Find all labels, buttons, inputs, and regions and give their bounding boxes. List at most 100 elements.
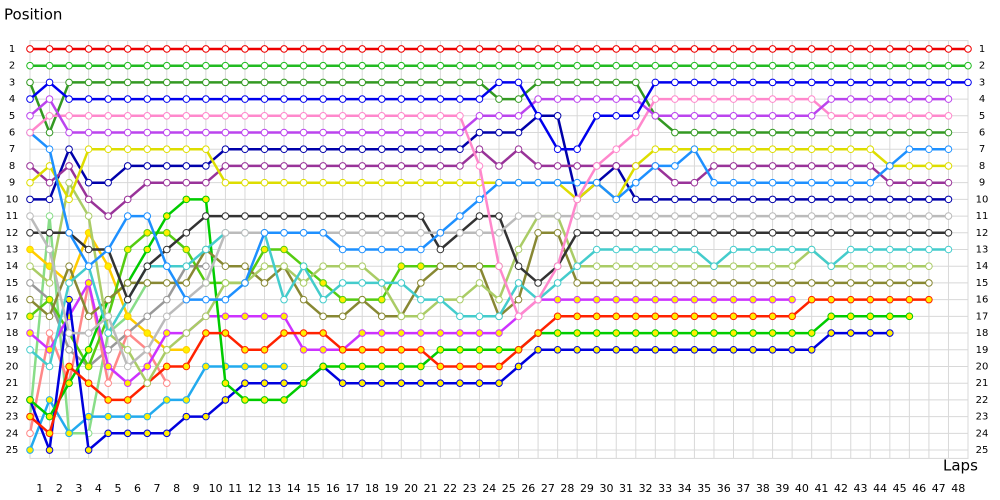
lap-marker	[846, 195, 855, 204]
lap-marker	[710, 295, 718, 304]
lap-marker	[592, 228, 601, 237]
x-tick-label: 9	[193, 482, 200, 495]
lap-marker	[768, 228, 777, 237]
lap-marker	[84, 245, 93, 254]
lap-marker	[417, 128, 425, 137]
lap-marker	[162, 279, 171, 287]
lap-marker	[104, 112, 112, 120]
x-tick-label: 47	[932, 482, 946, 495]
lap-marker	[397, 112, 406, 120]
y-tick-label: 22	[6, 395, 19, 406]
lap-marker	[143, 61, 152, 70]
lap-marker	[26, 245, 34, 254]
lap-marker	[631, 312, 640, 321]
y-tick-label: 7	[9, 144, 15, 155]
lap-marker	[436, 78, 445, 87]
lap-marker	[690, 195, 699, 204]
lap-marker	[788, 95, 796, 103]
lap-marker	[417, 78, 425, 87]
y-tick-label-right: 6	[979, 128, 985, 139]
lap-marker	[807, 228, 816, 237]
lap-marker	[241, 312, 249, 321]
lap-marker	[886, 195, 894, 204]
lap-marker	[182, 295, 191, 304]
lap-marker	[671, 228, 679, 237]
lap-marker	[377, 178, 386, 187]
lap-marker	[417, 95, 425, 103]
lap-marker	[749, 78, 757, 87]
lap-marker	[45, 312, 54, 321]
lap-marker	[905, 295, 914, 304]
lap-marker	[573, 78, 581, 87]
lap-marker	[631, 78, 640, 87]
lap-marker	[280, 262, 288, 271]
lap-marker	[573, 178, 581, 187]
lap-marker	[456, 228, 464, 237]
lap-marker	[241, 228, 249, 237]
lap-marker	[495, 78, 503, 87]
lap-marker	[436, 128, 445, 137]
lap-marker	[123, 295, 132, 304]
lap-marker	[436, 45, 445, 53]
y-tick-label: 1	[9, 44, 15, 55]
lap-marker	[944, 195, 953, 204]
lap-marker	[358, 162, 367, 170]
lap-marker	[377, 329, 386, 337]
lap-marker	[319, 312, 327, 321]
lap-marker	[162, 95, 171, 103]
lap-marker	[397, 312, 406, 321]
lap-marker	[241, 61, 249, 70]
y-tick-label-right: 23	[976, 412, 989, 423]
lap-marker	[534, 61, 542, 70]
lap-marker	[338, 379, 347, 387]
lap-marker	[846, 128, 855, 137]
lap-marker	[280, 145, 288, 154]
lap-marker	[925, 279, 933, 287]
lap-marker	[260, 245, 269, 254]
lap-marker	[866, 95, 875, 103]
lap-marker	[241, 128, 249, 137]
lap-marker	[671, 162, 679, 170]
lap-marker	[143, 345, 152, 354]
x-tick-label: 1	[36, 482, 43, 495]
lap-marker	[299, 95, 308, 103]
lap-marker	[886, 95, 894, 103]
lap-marker	[495, 345, 503, 354]
lap-marker	[651, 78, 660, 87]
lap-marker	[573, 195, 581, 204]
lap-marker	[534, 95, 542, 103]
lap-marker	[495, 295, 503, 304]
lap-marker	[221, 262, 230, 271]
lap-marker	[182, 178, 191, 187]
lap-marker	[768, 145, 777, 154]
lap-marker	[221, 396, 230, 404]
lap-marker	[123, 45, 132, 53]
lap-marker	[827, 145, 836, 154]
lap-marker	[553, 312, 562, 321]
lap-marker	[475, 228, 484, 237]
lap-marker	[299, 279, 308, 287]
lap-marker	[612, 78, 621, 87]
lap-marker	[123, 429, 132, 438]
lap-marker	[221, 295, 230, 304]
lap-marker	[846, 212, 855, 220]
lap-marker	[417, 61, 425, 70]
lap-marker	[280, 228, 288, 237]
y-tick-label: 17	[6, 311, 19, 322]
lap-marker	[417, 345, 425, 354]
lap-marker	[846, 61, 855, 70]
lap-marker	[905, 95, 914, 103]
lap-marker	[143, 45, 152, 53]
lap-marker	[807, 45, 816, 53]
lap-marker	[475, 312, 484, 321]
lap-marker	[495, 362, 503, 371]
lap-marker	[964, 78, 972, 87]
lap-marker	[495, 162, 503, 170]
lap-marker	[514, 178, 523, 187]
lap-marker	[456, 78, 464, 87]
lap-marker	[260, 212, 269, 220]
x-tick-label: 14	[287, 482, 301, 495]
lap-marker	[45, 228, 54, 237]
lap-marker	[690, 212, 699, 220]
lap-marker	[534, 279, 542, 287]
